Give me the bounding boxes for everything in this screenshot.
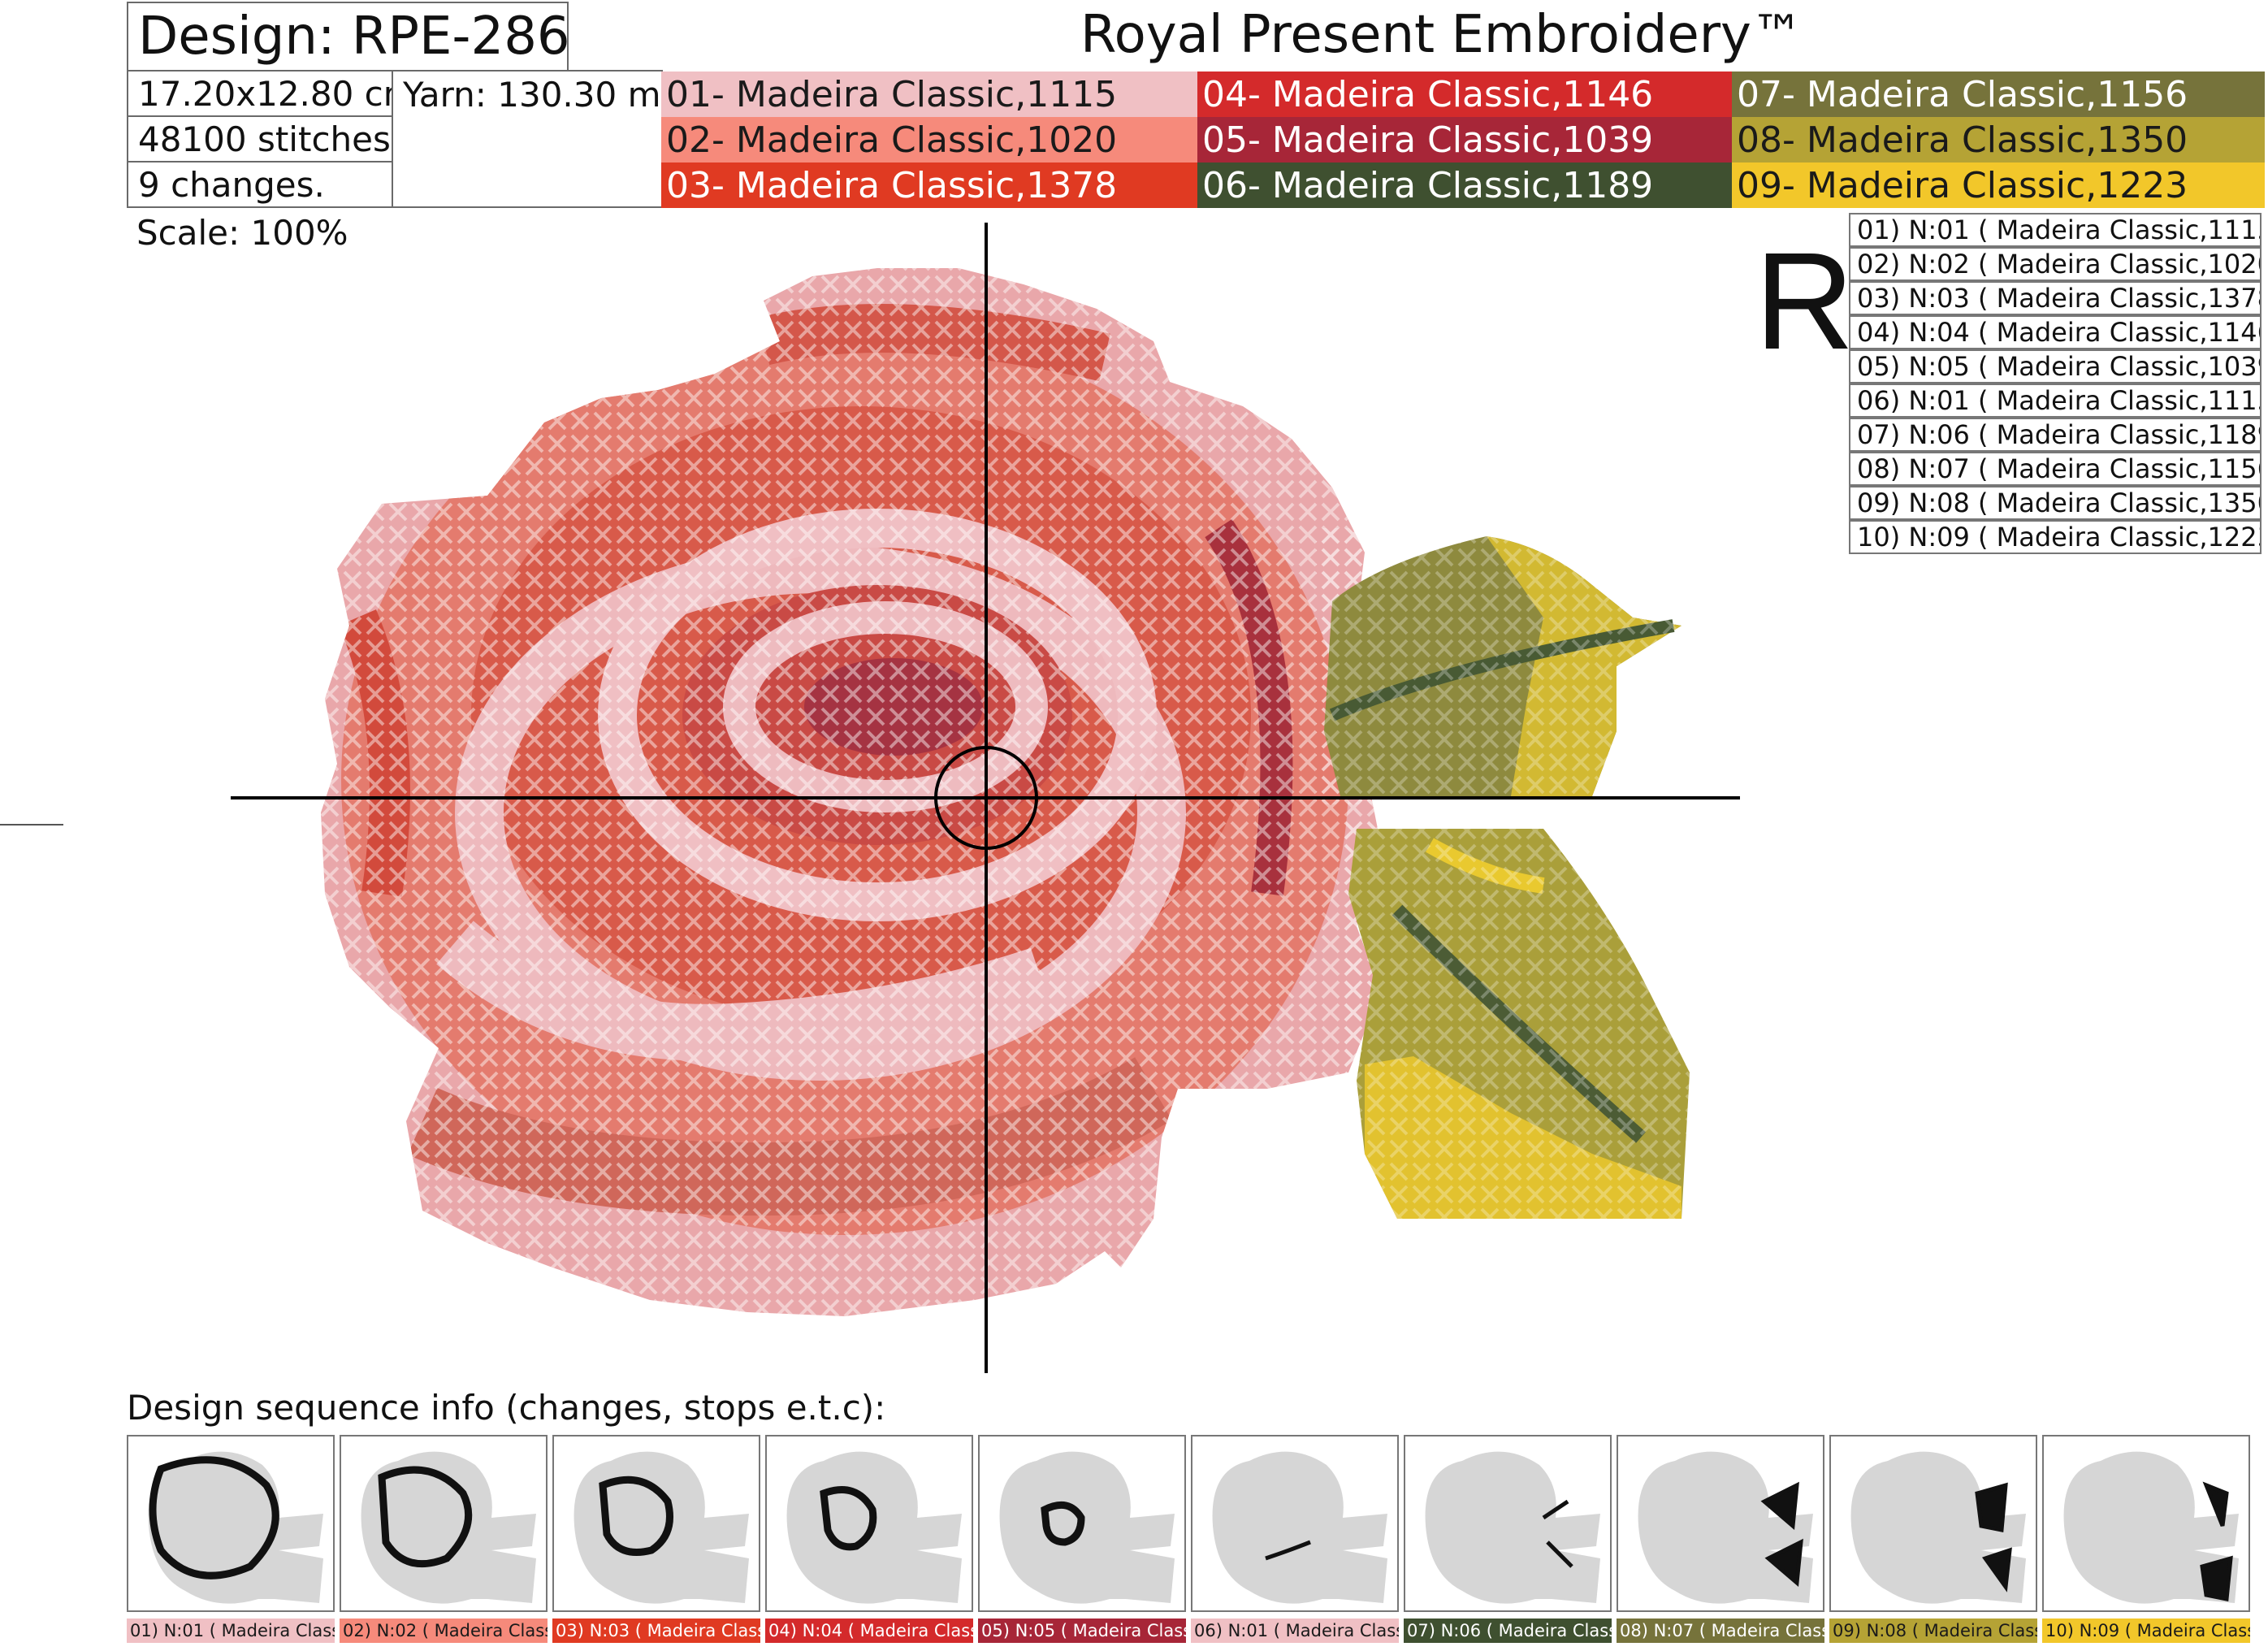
palette-swatch-9: 09- Madeira Classic,1223: [1732, 162, 2265, 208]
sequence-thumbnail-2: [340, 1435, 548, 1612]
sequence-thumbnail-6: [1191, 1435, 1399, 1612]
palette-swatch-2: 02- Madeira Classic,1020: [661, 117, 1197, 162]
thumbnail-preview: [1638, 1451, 1813, 1604]
sequence-entry-10: 10) N:09 ( Madeira Classic,1223): [1849, 520, 2262, 554]
stitch-count: 48100 stitches.: [138, 119, 393, 159]
sequence-thumbnail-4: [765, 1435, 973, 1612]
center-crosshair: [231, 223, 1740, 1373]
thumbnail-preview: [2063, 1451, 2239, 1604]
thumbnail-label-9: 09) N:08 ( Madeira Classic: [1829, 1618, 2037, 1643]
design-id: Design: RPE-286: [138, 6, 569, 67]
sequence-entry-8: 08) N:07 ( Madeira Classic,1156): [1849, 452, 2262, 486]
palette-swatch-8: 08- Madeira Classic,1350: [1732, 117, 2265, 162]
palette-swatch-7: 07- Madeira Classic,1156: [1732, 72, 2265, 117]
sequence-thumbnail-7: [1404, 1435, 1612, 1612]
margin-tick: [0, 824, 63, 826]
yarn-length: Yarn: 130.30 m: [403, 74, 661, 115]
lower-leaf: [1340, 821, 1698, 1227]
scale-label: Scale: 100%: [136, 213, 348, 253]
thumbnail-label-4: 04) N:04 ( Madeira Classic: [765, 1618, 973, 1643]
sequence-entry-3: 03) N:03 ( Madeira Classic,1378): [1849, 281, 2262, 315]
design-size: 17.20x12.80 cm: [138, 73, 393, 114]
upper-leaf: [1316, 528, 1690, 804]
sequence-entry-5: 05) N:05 ( Madeira Classic,1039): [1849, 349, 2262, 384]
thumbnail-preview: [786, 1451, 962, 1604]
sequence-thumbnail-1: [127, 1435, 335, 1612]
thumbnail-preview: [999, 1451, 1175, 1604]
palette-swatch-6: 06- Madeira Classic,1189: [1197, 162, 1732, 208]
thumbnail-preview: [1425, 1451, 1600, 1604]
changes-cell: 9 changes.: [127, 161, 393, 208]
thumbnail-preview: [148, 1451, 323, 1604]
change-count: 9 changes.: [138, 164, 325, 205]
brand-title: Royal Present Embroidery™: [1080, 5, 1803, 65]
yarn-cell: Yarn: 130.30 m: [392, 70, 663, 117]
thumbnail-label-6: 06) N:01 ( Madeira Classic,: [1191, 1618, 1399, 1643]
sequence-entry-1: 01) N:01 ( Madeira Classic,1115): [1849, 213, 2262, 247]
thumbnail-label-2: 02) N:02 ( Madeira Classic: [340, 1618, 548, 1643]
sequence-thumbnail-5: [978, 1435, 1186, 1612]
sequence-entry-7: 07) N:06 ( Madeira Classic,1189): [1849, 418, 2262, 452]
thumbnail-preview: [1212, 1451, 1387, 1604]
thumbnail-preview: [573, 1451, 749, 1604]
palette-swatch-1: 01- Madeira Classic,1115: [661, 72, 1197, 117]
thumbnail-label-3: 03) N:03 ( Madeira Classic: [552, 1618, 760, 1643]
size-cell: 17.20x12.80 cm: [127, 70, 393, 117]
sequence-thumbnail-3: [552, 1435, 760, 1612]
sequence-entry-2: 02) N:02 ( Madeira Classic,1020): [1849, 247, 2262, 281]
thumbnail-label-5: 05) N:05 ( Madeira Classic: [978, 1618, 1186, 1643]
sequence-entry-4: 04) N:04 ( Madeira Classic,1146): [1849, 315, 2262, 349]
thumbnail-label-1: 01) N:01 ( Madeira Classic,1: [127, 1618, 335, 1643]
thumbnail-label-7: 07) N:06 ( Madeira Classic: [1404, 1618, 1612, 1643]
thumbnail-label-10: 10) N:09 ( Madeira Classic: [2042, 1618, 2250, 1643]
thumbnail-preview: [1850, 1451, 2026, 1604]
sequence-entry-9: 09) N:08 ( Madeira Classic,1350): [1849, 486, 2262, 520]
thumbnail-label-8: 08) N:07 ( Madeira Classic: [1617, 1618, 1824, 1643]
palette-swatch-3: 03- Madeira Classic,1378: [661, 162, 1197, 208]
sequence-thumbnail-10: [2042, 1435, 2250, 1612]
sequence-title: Design sequence info (changes, stops e.t…: [127, 1388, 886, 1428]
sequence-thumbnail-8: [1617, 1435, 1824, 1612]
thumbnail-preview: [361, 1451, 536, 1604]
palette-swatch-5: 05- Madeira Classic,1039: [1197, 117, 1732, 162]
sequence-entry-6: 06) N:01 ( Madeira Classic,1115): [1849, 384, 2262, 418]
sequence-thumbnail-9: [1829, 1435, 2037, 1612]
palette-swatch-4: 04- Madeira Classic,1146: [1197, 72, 1732, 117]
orientation-mark: R: [1755, 224, 1855, 379]
